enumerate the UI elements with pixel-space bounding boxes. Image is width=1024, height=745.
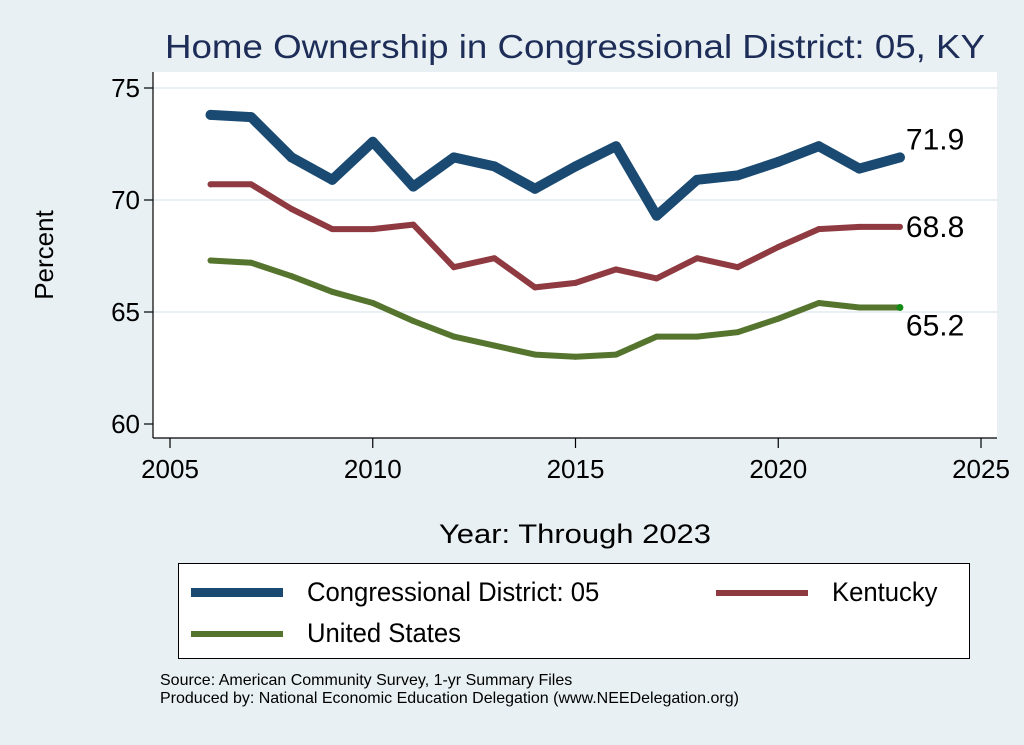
- data-point-congressional-district-05-2019: [732, 170, 743, 181]
- data-point-congressional-district-05-2010: [367, 136, 378, 147]
- data-point-united-states-2019: [734, 329, 741, 336]
- data-point-kentucky-2019: [734, 264, 741, 271]
- data-point-kentucky-2015: [572, 279, 579, 286]
- data-point-congressional-district-05-2015: [570, 161, 581, 172]
- plot-area: [153, 72, 997, 438]
- data-point-kentucky-2020: [775, 244, 782, 251]
- data-point-united-states-2008: [288, 273, 295, 280]
- legend-label-district: Congressional District: 05: [307, 577, 600, 607]
- data-point-united-states-2007: [248, 259, 255, 266]
- data-point-kentucky-2011: [410, 221, 417, 228]
- data-point-kentucky-2007: [248, 181, 255, 188]
- end-label-kentucky: 68.8: [906, 211, 964, 244]
- legend-item-district: Congressional District: 05: [191, 577, 615, 608]
- data-point-kentucky-2021: [815, 226, 822, 233]
- end-label-congressional-district-05: 71.9: [906, 123, 964, 156]
- y-axis-label: Percent: [29, 209, 59, 299]
- data-point-congressional-district-05-2013: [489, 161, 500, 172]
- data-point-united-states-2006: [207, 257, 214, 264]
- data-point-congressional-district-05-2011: [408, 181, 419, 192]
- x-axis-label: Year: Through 2023: [439, 519, 711, 549]
- x-tick-label-2025: 2025: [952, 454, 1010, 484]
- x-tick-label-2005: 2005: [141, 454, 199, 484]
- chart-title: Home Ownership in Congressional District…: [165, 28, 985, 65]
- end-label-united-states: 65.2: [906, 310, 964, 343]
- data-point-congressional-district-05-2009: [327, 174, 338, 185]
- x-tick-label-2015: 2015: [547, 454, 605, 484]
- data-point-congressional-district-05-2023: [894, 152, 905, 163]
- data-point-united-states-2020: [775, 315, 782, 322]
- data-point-kentucky-2009: [329, 226, 336, 233]
- legend-swatch-united-states: [191, 630, 283, 637]
- data-point-kentucky-2023: [896, 223, 903, 230]
- data-point-kentucky-2010: [369, 226, 376, 233]
- data-point-kentucky-2018: [694, 255, 701, 262]
- data-point-united-states-2011: [410, 317, 417, 324]
- data-point-kentucky-2006: [207, 181, 214, 188]
- data-point-congressional-district-05-2008: [286, 152, 297, 163]
- gridlines: [153, 87, 997, 313]
- data-point-united-states-2021: [815, 300, 822, 307]
- end-labels: 71.9 68.8 65.2: [906, 123, 964, 342]
- source-note: Source: American Community Survey, 1-yr …: [160, 672, 573, 689]
- data-point-congressional-district-05-2007: [246, 112, 257, 123]
- data-point-united-states-2016: [613, 351, 620, 358]
- series-layer: [205, 109, 905, 360]
- legend-label-united-states: United States: [307, 618, 461, 648]
- footer-notes: Source: American Community Survey, 1-yr …: [160, 672, 739, 708]
- data-point-congressional-district-05-2012: [448, 152, 459, 163]
- legend-item-united-states: United States: [191, 618, 469, 649]
- legend-label-kentucky: Kentucky: [832, 577, 938, 607]
- data-point-united-states-2013: [491, 342, 498, 349]
- data-point-kentucky-2008: [288, 205, 295, 212]
- data-point-united-states-2012: [450, 333, 457, 340]
- data-point-kentucky-2017: [653, 275, 660, 282]
- series-line-congressional-district-05: [205, 109, 905, 221]
- data-point-congressional-district-05-2018: [692, 174, 703, 185]
- data-point-congressional-district-05-2021: [813, 141, 824, 152]
- data-point-united-states-2015: [572, 353, 579, 360]
- data-point-kentucky-2013: [491, 255, 498, 262]
- series-line-united-states: [207, 257, 903, 360]
- y-tick-label-75: 75: [111, 73, 140, 103]
- legend-item-kentucky: Kentucky: [716, 577, 943, 608]
- legend-swatch-kentucky: [716, 589, 808, 596]
- data-point-united-states-2009: [329, 288, 336, 295]
- data-point-congressional-district-05-2022: [854, 163, 865, 174]
- y-tick-label-70: 70: [111, 185, 140, 215]
- data-point-united-states-2017: [653, 333, 660, 340]
- data-point-congressional-district-05-2020: [773, 156, 784, 167]
- end-marker-united-states: [896, 304, 904, 312]
- data-point-united-states-2010: [369, 300, 376, 307]
- produced-by-note: Produced by: National Economic Education…: [160, 690, 739, 707]
- y-tick-label-65: 65: [111, 297, 140, 327]
- y-tick-label-60: 60: [111, 409, 140, 439]
- data-point-united-states-2022: [856, 304, 863, 311]
- data-point-kentucky-2016: [613, 266, 620, 273]
- data-point-kentucky-2012: [450, 264, 457, 271]
- data-point-united-states-2014: [531, 351, 538, 358]
- data-point-congressional-district-05-2006: [205, 109, 216, 120]
- data-point-congressional-district-05-2016: [611, 141, 622, 152]
- x-tick-label-2020: 2020: [749, 454, 807, 484]
- data-point-congressional-district-05-2014: [529, 183, 540, 194]
- data-point-congressional-district-05-2017: [651, 210, 662, 221]
- series-line-kentucky: [207, 181, 903, 291]
- data-point-kentucky-2014: [531, 284, 538, 291]
- data-point-united-states-2018: [694, 333, 701, 340]
- axes: 60 65 70 75 2005 2010 2015 2020 2025: [111, 72, 1010, 484]
- x-tick-label-2010: 2010: [344, 454, 402, 484]
- legend: Congressional District: 05 Kentucky Unit…: [178, 563, 970, 659]
- data-point-kentucky-2022: [856, 223, 863, 230]
- legend-swatch-district: [191, 588, 283, 597]
